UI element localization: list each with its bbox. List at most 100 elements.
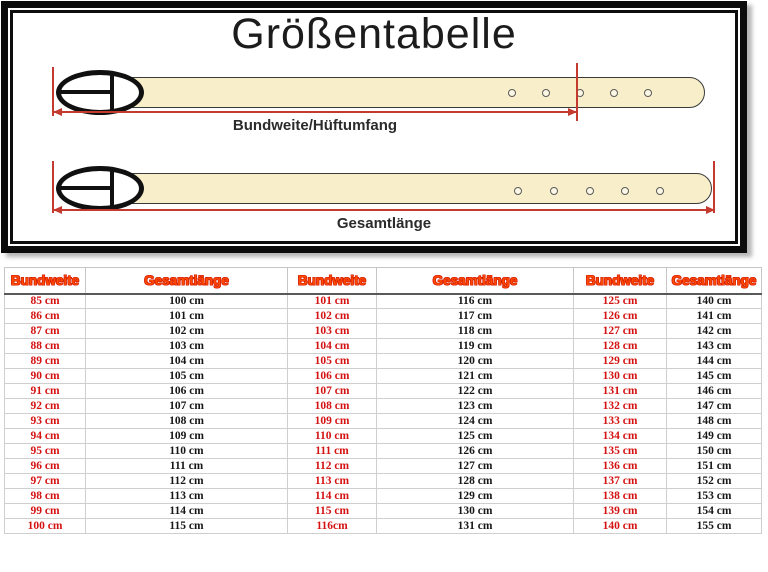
belt-hole [621,187,629,195]
bundweite-cell: 87 cm [4,323,86,339]
arrowhead-right-icon [706,206,715,214]
table-row: 85 cm 100 cm 101 cm 116 cm 125 cm 140 cm [4,293,762,309]
bundweite-cell: 95 cm [4,443,86,459]
belt-hole [586,187,594,195]
gesamtlaenge-cell: 141 cm [666,308,762,324]
gesamtlaenge-cell: 108 cm [85,413,288,429]
size-guide-frame: Größentabelle Bundweite/Hüftumfang [1,1,747,253]
gesamtlaenge-cell: 100 cm [85,293,288,309]
size-table: Bundweite Gesamtlänge Bundweite Gesamtlänge… [4,267,762,534]
bundweite-cell: 111 cm [287,443,377,459]
gesamtlaenge-cell: 101 cm [85,308,288,324]
bundweite-cell: 99 cm [4,503,86,519]
bundweite-cell: 110 cm [287,428,377,444]
measure-line-gesamtlaenge [53,206,715,214]
bundweite-cell: 97 cm [4,473,86,489]
gesamtlaenge-cell: 154 cm [666,503,762,519]
bundweite-cell: 90 cm [4,368,86,384]
bundweite-cell: 133 cm [573,413,667,429]
bundweite-cell: 100 cm [4,518,86,534]
bundweite-cell: 103 cm [287,323,377,339]
bundweite-cell: 125 cm [573,293,667,309]
buckle-prong [61,90,112,94]
gesamtlaenge-cell: 151 cm [666,458,762,474]
bundweite-cell: 85 cm [4,293,86,309]
col-header-gesamtlaenge: Gesamtlänge [376,267,574,295]
bundweite-cell: 94 cm [4,428,86,444]
gesamtlaenge-cell: 127 cm [376,458,574,474]
gesamtlaenge-cell: 109 cm [85,428,288,444]
measure-label-gesamtlaenge: Gesamtlänge [336,215,432,232]
table-row: 91 cm 106 cm 107 cm 122 cm 131 cm 146 cm [4,383,762,399]
bundweite-cell: 138 cm [573,488,667,504]
gesamtlaenge-cell: 106 cm [85,383,288,399]
gesamtlaenge-cell: 111 cm [85,458,288,474]
gesamtlaenge-cell: 142 cm [666,323,762,339]
gesamtlaenge-cell: 153 cm [666,488,762,504]
table-row: 92 cm 107 cm 108 cm 123 cm 132 cm 147 cm [4,398,762,414]
gesamtlaenge-cell: 155 cm [666,518,762,534]
bundweite-cell: 101 cm [287,293,377,309]
bundweite-cell: 131 cm [573,383,667,399]
size-table-header-row: Bundweite Gesamtlänge Bundweite Gesamtlänge… [4,267,762,295]
gesamtlaenge-cell: 152 cm [666,473,762,489]
gesamtlaenge-cell: 113 cm [85,488,288,504]
bundweite-cell: 93 cm [4,413,86,429]
col-header-bundweite: Bundweite [573,267,667,295]
gesamtlaenge-cell: 117 cm [376,308,574,324]
gesamtlaenge-cell: 116 cm [376,293,574,309]
page-title: Größentabelle [231,10,517,58]
gesamtlaenge-cell: 124 cm [376,413,574,429]
gesamtlaenge-cell: 120 cm [376,353,574,369]
measure-tick-right [713,161,715,213]
arrowhead-right-icon [568,108,577,116]
table-row: 86 cm 101 cm 102 cm 117 cm 126 cm 141 cm [4,308,762,324]
bundweite-cell: 105 cm [287,353,377,369]
bundweite-cell: 106 cm [287,368,377,384]
gesamtlaenge-cell: 130 cm [376,503,574,519]
table-row: 97 cm 112 cm 113 cm 128 cm 137 cm 152 cm [4,473,762,489]
arrowhead-left-icon [53,108,62,116]
belt-hole [508,89,516,97]
bundweite-cell: 139 cm [573,503,667,519]
gesamtlaenge-cell: 129 cm [376,488,574,504]
bundweite-cell: 108 cm [287,398,377,414]
table-row: 100 cm 115 cm 116cm 131 cm 140 cm 155 cm [4,518,762,534]
belt-hole [514,187,522,195]
bundweite-cell: 88 cm [4,338,86,354]
bundweite-cell: 134 cm [573,428,667,444]
measure-tick-left [52,161,54,213]
bundweite-cell: 104 cm [287,338,377,354]
gesamtlaenge-cell: 115 cm [85,518,288,534]
gesamtlaenge-cell: 140 cm [666,293,762,309]
gesamtlaenge-cell: 110 cm [85,443,288,459]
buckle-prong-bar [110,171,114,206]
gesamtlaenge-cell: 149 cm [666,428,762,444]
col-header-gesamtlaenge: Gesamtlänge [85,267,288,295]
table-row: 90 cm 105 cm 106 cm 121 cm 130 cm 145 cm [4,368,762,384]
bundweite-cell: 114 cm [287,488,377,504]
table-row: 99 cm 114 cm 115 cm 130 cm 139 cm 154 cm [4,503,762,519]
gesamtlaenge-cell: 107 cm [85,398,288,414]
gesamtlaenge-cell: 121 cm [376,368,574,384]
bundweite-cell: 130 cm [573,368,667,384]
bundweite-cell: 115 cm [287,503,377,519]
frame-inner: Größentabelle Bundweite/Hüftumfang [10,10,738,244]
gesamtlaenge-cell: 145 cm [666,368,762,384]
belt-hole [610,89,618,97]
col-header-bundweite: Bundweite [287,267,377,295]
gesamtlaenge-cell: 128 cm [376,473,574,489]
arrowhead-left-icon [53,206,62,214]
bundweite-cell: 132 cm [573,398,667,414]
gesamtlaenge-cell: 119 cm [376,338,574,354]
gesamtlaenge-cell: 144 cm [666,353,762,369]
gesamtlaenge-cell: 104 cm [85,353,288,369]
belt-bottom-strap [95,173,712,204]
gesamtlaenge-cell: 125 cm [376,428,574,444]
col-header-gesamtlaenge: Gesamtlänge [666,267,762,295]
gesamtlaenge-cell: 147 cm [666,398,762,414]
gesamtlaenge-cell: 118 cm [376,323,574,339]
bundweite-cell: 136 cm [573,458,667,474]
table-row: 94 cm 109 cm 110 cm 125 cm 134 cm 149 cm [4,428,762,444]
